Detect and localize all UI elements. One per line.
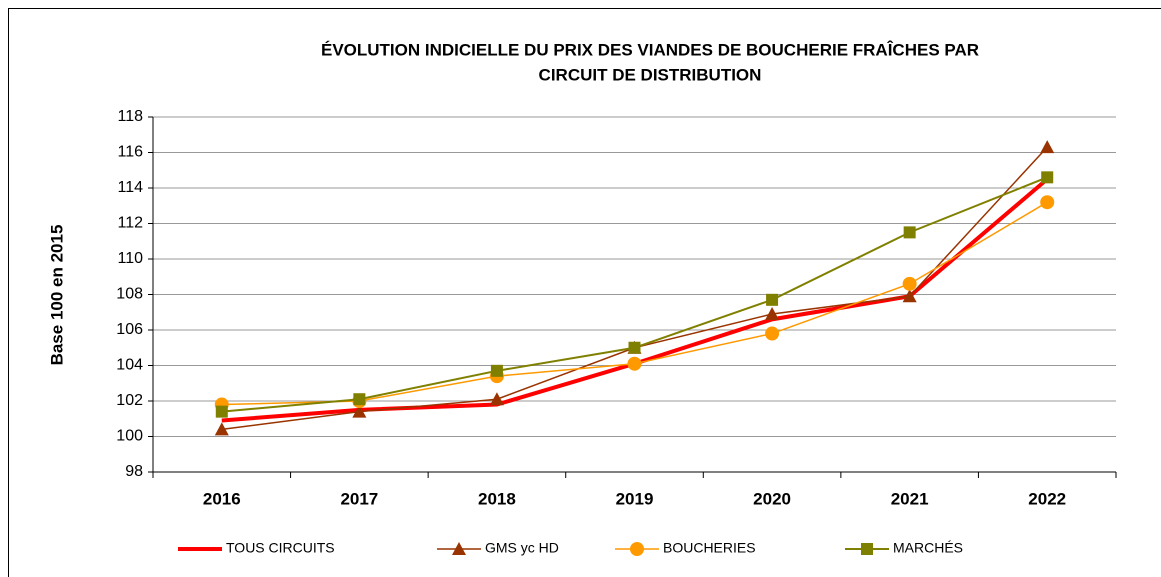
point <box>628 341 641 354</box>
point <box>452 542 466 555</box>
legend-label: GMS yc HD <box>485 540 559 556</box>
x-tick-label: 2016 <box>203 489 241 508</box>
series-line <box>221 146 1048 431</box>
point <box>765 307 780 321</box>
x-tick-label: 2019 <box>616 489 654 508</box>
y-tick-label: 108 <box>116 286 143 303</box>
y-tick-label: 106 <box>116 321 143 338</box>
point <box>627 356 642 371</box>
point <box>352 404 367 418</box>
chart-border <box>8 8 1161 577</box>
point <box>861 543 873 555</box>
point <box>902 276 917 291</box>
point <box>490 364 503 377</box>
x-tick-label: 2017 <box>340 489 378 508</box>
y-tick-label: 116 <box>117 144 143 161</box>
legend-label: MARCHÉS <box>893 540 963 556</box>
x-tick-label: 2022 <box>1028 489 1066 508</box>
y-tick-label: 100 <box>116 428 143 445</box>
legend-label: TOUS CIRCUITS <box>226 540 335 556</box>
point <box>902 289 917 303</box>
y-tick-label: 112 <box>117 215 143 232</box>
y-tick-label: 114 <box>117 179 143 196</box>
chart-title: ÉVOLUTION INDICIELLE DU PRIX DES VIANDES… <box>321 40 979 59</box>
series-line <box>221 201 1048 406</box>
x-tick-label: 2018 <box>478 489 516 508</box>
x-tick-label: 2021 <box>891 489 929 508</box>
point <box>1040 195 1055 210</box>
point <box>1041 171 1054 184</box>
y-tick-label: 118 <box>117 108 143 125</box>
point <box>903 226 916 239</box>
y-tick-label: 104 <box>116 357 143 374</box>
y-tick-label: 110 <box>117 250 143 267</box>
y-tick-label: 102 <box>116 392 143 409</box>
x-tick-label: 2020 <box>753 489 791 508</box>
y-tick-label: 98 <box>125 463 143 480</box>
y-axis-label: Base 100 en 2015 <box>47 225 66 366</box>
point <box>630 542 644 556</box>
legend-label: BOUCHERIES <box>663 540 756 556</box>
point <box>215 405 228 418</box>
series-line <box>221 177 1049 423</box>
point <box>765 326 780 341</box>
point <box>353 393 366 406</box>
chart-title: CIRCUIT DE DISTRIBUTION <box>539 65 762 84</box>
point <box>1040 140 1055 154</box>
point <box>214 422 229 436</box>
point <box>766 293 779 306</box>
point <box>489 392 504 406</box>
